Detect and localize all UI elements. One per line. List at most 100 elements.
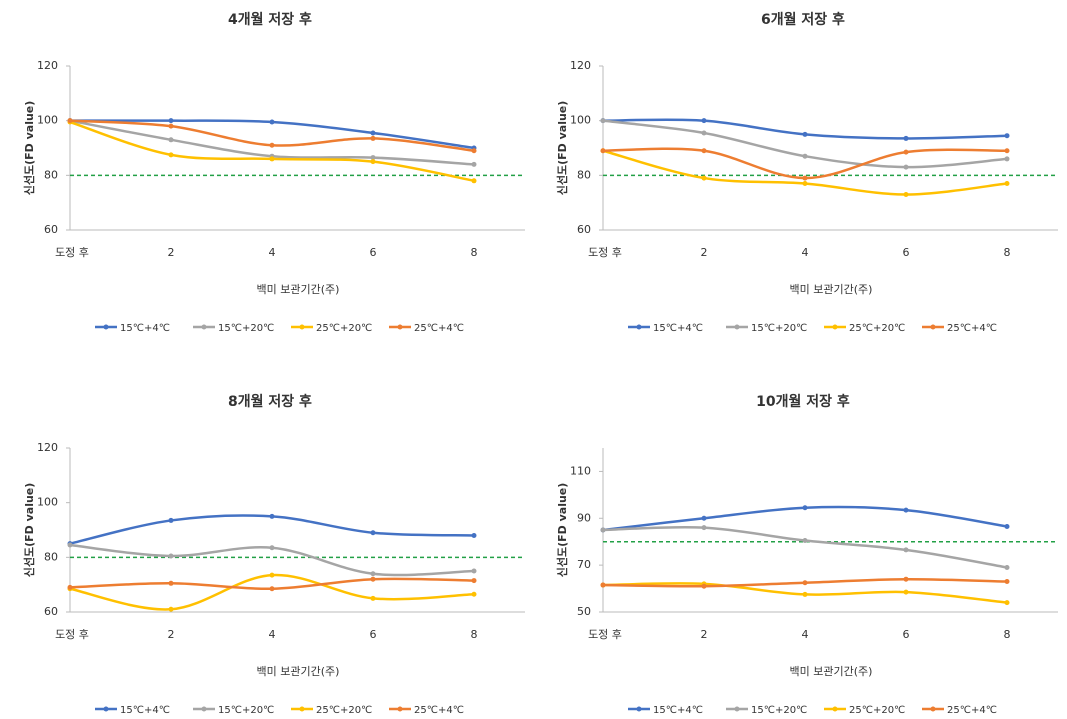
legend-marker (103, 706, 109, 712)
data-point (269, 513, 275, 519)
legend-label: 25℃+4℃ (947, 323, 997, 334)
data-point (903, 191, 909, 197)
x-tick-label: 2 (168, 628, 175, 641)
y-tick-label: 120 (37, 59, 58, 72)
x-tick-label: 2 (701, 628, 708, 641)
data-point (1004, 133, 1010, 139)
data-point (701, 515, 707, 521)
legend-label: 15℃+20℃ (218, 705, 274, 716)
data-point (802, 131, 808, 137)
legend-label: 15℃+4℃ (653, 705, 703, 716)
y-axis-label: 신선도(FD value) (22, 101, 36, 196)
chart-title: 10개월 저장 후 (756, 393, 850, 410)
x-axis-label: 백미 보관기간(주) (257, 283, 340, 296)
data-point (168, 123, 174, 129)
data-point (802, 538, 808, 544)
x-tick-label: 6 (903, 246, 910, 259)
data-point (67, 584, 73, 590)
chart-panel: 8개월 저장 후 60 80 100 120 도정 후 2 4 6 8 백미 보관기간(주) 신선도(… (22, 393, 525, 716)
series-line (602, 147, 1008, 180)
data-point (269, 119, 275, 125)
data-point (701, 583, 707, 589)
data-point (600, 527, 606, 533)
y-tick-label: 100 (570, 114, 591, 127)
legend-label: 25℃+20℃ (316, 705, 372, 716)
x-tick-label: 4 (802, 246, 809, 259)
data-point (370, 530, 376, 536)
data-point (701, 130, 707, 136)
data-point (1004, 181, 1010, 187)
legend-label: 25℃+20℃ (849, 323, 905, 334)
chart-title: 8개월 저장 후 (228, 393, 312, 410)
y-tick-label: 60 (577, 223, 591, 236)
data-point (370, 159, 376, 165)
data-point (471, 532, 477, 538)
data-point (471, 568, 477, 574)
data-point (600, 118, 606, 124)
y-tick-label: 80 (577, 168, 591, 181)
data-point (471, 591, 477, 597)
data-point (471, 148, 477, 154)
data-point (600, 582, 606, 588)
data-point (67, 118, 73, 124)
data-point (370, 576, 376, 582)
x-tick-label: 도정 후 (588, 246, 622, 259)
data-point (1004, 600, 1010, 606)
data-point (600, 148, 606, 154)
data-point (903, 576, 909, 582)
x-tick-label: 도정 후 (588, 628, 622, 641)
legend-label: 15℃+4℃ (653, 323, 703, 334)
legend-marker (930, 324, 936, 330)
data-point (269, 545, 275, 551)
data-point (1004, 523, 1010, 529)
x-tick-label: 2 (701, 246, 708, 259)
data-point (269, 572, 275, 578)
legend-marker (734, 706, 740, 712)
x-tick-label: 6 (370, 628, 377, 641)
data-point (701, 118, 707, 124)
legend-marker (299, 324, 305, 330)
y-tick-label: 100 (37, 114, 58, 127)
legend-marker (930, 706, 936, 712)
y-tick-label: 100 (37, 496, 58, 509)
chart-panel: 10개월 저장 후 50 70 90 110 도정 후 2 4 6 8 백미 보관기간(주) 신선도(… (555, 393, 1058, 716)
data-point (802, 181, 808, 187)
chart-title: 4개월 저장 후 (228, 11, 312, 28)
data-point (168, 517, 174, 523)
x-tick-label: 8 (1004, 246, 1011, 259)
chart-panel: 4개월 저장 후 60 80 100 120 도정 후 2 4 6 8 백미 보관기간(주) 신선도(… (22, 11, 525, 334)
data-point (802, 175, 808, 181)
x-tick-label: 4 (802, 628, 809, 641)
legend-marker (636, 706, 642, 712)
data-point (903, 547, 909, 553)
legend-marker (832, 706, 838, 712)
x-axis-label: 백미 보관기간(주) (790, 283, 873, 296)
y-axis-label: 신선도(FD value) (22, 483, 36, 578)
y-tick-label: 80 (44, 168, 58, 181)
data-point (701, 525, 707, 531)
legend-label: 15℃+20℃ (751, 705, 807, 716)
data-point (168, 580, 174, 586)
data-point (471, 578, 477, 584)
data-point (269, 142, 275, 148)
x-tick-label: 8 (471, 246, 478, 259)
y-tick-label: 60 (44, 605, 58, 618)
y-tick-label: 80 (44, 550, 58, 563)
legend-marker (832, 324, 838, 330)
legend-marker (397, 324, 403, 330)
data-point (269, 586, 275, 592)
x-tick-label: 도정 후 (55, 246, 89, 259)
data-point (903, 164, 909, 170)
series-line (602, 119, 1008, 169)
legend-label: 25℃+4℃ (947, 705, 997, 716)
data-point (903, 507, 909, 513)
x-tick-label: 4 (269, 628, 276, 641)
y-tick-label: 70 (577, 558, 591, 571)
series-line (69, 120, 475, 183)
data-point (370, 135, 376, 141)
data-point (168, 137, 174, 143)
legend-label: 25℃+4℃ (414, 323, 464, 334)
data-point (168, 118, 174, 124)
x-tick-label: 2 (168, 246, 175, 259)
